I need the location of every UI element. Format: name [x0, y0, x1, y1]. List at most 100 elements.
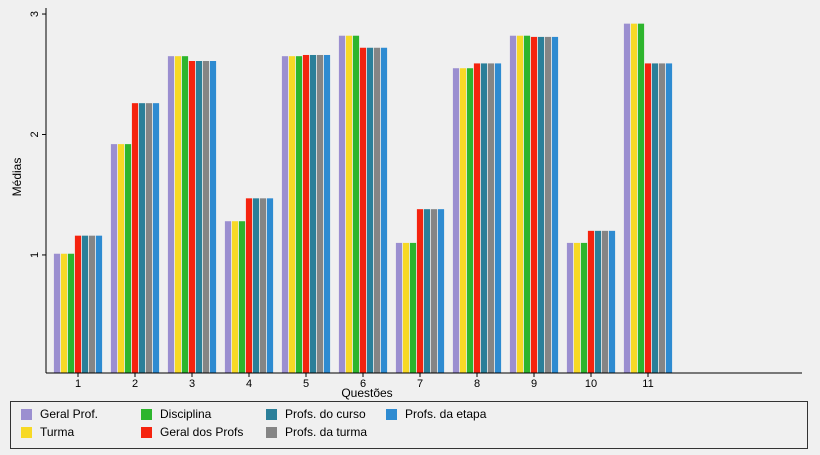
bar-q8-series-4 — [473, 63, 481, 373]
legend-item: Profs. da turma — [266, 425, 367, 439]
bar-q9-series-5 — [537, 36, 545, 373]
bar-q2-series-3 — [124, 144, 132, 373]
bar-q9-series-1 — [509, 35, 517, 374]
bar-q5-series-2 — [288, 56, 296, 374]
bar-q10-series-6 — [601, 230, 609, 373]
legend-swatch — [141, 426, 152, 438]
bar-q10-series-4 — [587, 230, 595, 373]
bar-q2-series-6 — [145, 103, 153, 374]
bar-q6-series-6 — [373, 47, 381, 373]
legend-label: Geral Prof. — [40, 407, 99, 421]
legend-swatch — [266, 426, 277, 438]
bar-q1-series-7 — [95, 235, 103, 373]
bar-q5-series-6 — [316, 54, 324, 373]
y-tick-label: 2 — [29, 131, 41, 137]
bar-q5-series-4 — [302, 54, 310, 373]
bars-layer — [53, 23, 673, 374]
bar-q2-series-5 — [138, 103, 146, 374]
bar-q3-series-2 — [174, 56, 182, 374]
bar-q7-series-7 — [437, 209, 445, 373]
legend-swatch — [141, 408, 152, 420]
bar-q2-series-4 — [131, 103, 139, 374]
bar-q10-series-2 — [573, 242, 581, 373]
bar-q8-series-5 — [480, 63, 488, 373]
legend-item: Turma — [21, 425, 74, 439]
bar-q10-series-1 — [566, 242, 574, 373]
bar-q11-series-3 — [637, 23, 645, 373]
x-tick-label: 6 — [360, 378, 366, 390]
bar-q7-series-5 — [423, 209, 431, 373]
bar-q1-series-2 — [60, 253, 68, 373]
legend-item: Profs. do curso — [266, 407, 366, 421]
bar-q8-series-3 — [466, 68, 474, 373]
x-tick-label: 5 — [303, 378, 309, 390]
bar-q9-series-4 — [530, 36, 538, 373]
bar-q5-series-3 — [295, 56, 303, 374]
bar-q8-series-2 — [459, 68, 467, 373]
bar-q11-series-6 — [658, 63, 666, 373]
bar-q4-series-5 — [252, 198, 260, 373]
bar-q1-series-4 — [74, 235, 82, 373]
legend: Geral Prof. Turma Disciplina Geral dos Prof… — [10, 401, 808, 449]
y-axis-title: Médias — [10, 158, 24, 197]
y-tick-label: 3 — [29, 11, 41, 17]
bar-q10-series-7 — [608, 230, 616, 373]
legend-swatch — [21, 408, 32, 420]
bar-q9-series-3 — [523, 35, 531, 374]
bar-q6-series-1 — [338, 35, 346, 374]
bar-q6-series-5 — [366, 47, 374, 373]
legend-label: Turma — [40, 425, 75, 439]
bar-q7-series-4 — [416, 209, 424, 373]
bar-q1-series-3 — [67, 253, 75, 373]
x-tick-label: 9 — [531, 378, 537, 390]
bar-q10-series-5 — [594, 230, 602, 373]
bar-q3-series-7 — [209, 61, 217, 373]
bar-q2-series-1 — [110, 144, 118, 373]
bar-q9-series-2 — [516, 35, 524, 374]
bar-q11-series-2 — [630, 23, 638, 373]
bar-q8-series-6 — [487, 63, 495, 373]
bar-q11-series-7 — [665, 63, 673, 373]
bar-q4-series-3 — [238, 221, 246, 373]
bar-q8-series-7 — [494, 63, 502, 373]
bar-q1-series-6 — [88, 235, 96, 373]
bar-q9-series-6 — [544, 36, 552, 373]
legend-item: Geral dos Profs — [141, 425, 243, 439]
bar-q2-series-2 — [117, 144, 125, 373]
bar-q6-series-4 — [359, 47, 367, 373]
bar-q1-series-5 — [81, 235, 89, 373]
bar-q3-series-5 — [195, 61, 203, 373]
bar-q11-series-5 — [651, 63, 659, 373]
x-tick-label: 1 — [75, 378, 81, 390]
legend-label: Disciplina — [160, 407, 212, 421]
legend-item: Disciplina — [141, 407, 211, 421]
axes-layer — [45, 8, 802, 374]
x-tick-label: 8 — [474, 378, 480, 390]
bar-q11-series-4 — [644, 63, 652, 373]
legend-swatch — [386, 408, 397, 420]
legend-label: Profs. do curso — [285, 407, 366, 421]
bar-q6-series-3 — [352, 35, 360, 374]
x-axis-title: Questões — [341, 386, 392, 400]
legend-label: Profs. da turma — [285, 425, 368, 439]
bar-q7-series-1 — [395, 242, 403, 373]
x-tick-label: 7 — [417, 378, 423, 390]
bar-q3-series-3 — [181, 56, 189, 374]
y-tick-label: 1 — [29, 252, 41, 258]
bar-q11-series-1 — [623, 23, 631, 373]
x-tick-label: 11 — [642, 378, 653, 390]
bar-q4-series-6 — [259, 198, 267, 373]
bar-q5-series-7 — [323, 54, 331, 373]
bar-q10-series-3 — [580, 242, 588, 373]
bar-q4-series-7 — [266, 198, 274, 373]
bar-q2-series-7 — [152, 103, 160, 374]
bar-q7-series-3 — [409, 242, 417, 373]
legend-item: Profs. da etapa — [386, 407, 486, 421]
bar-q6-series-7 — [380, 47, 388, 373]
bar-q9-series-7 — [551, 36, 559, 373]
x-tick-label: 4 — [246, 378, 252, 390]
bar-q3-series-6 — [202, 61, 210, 373]
